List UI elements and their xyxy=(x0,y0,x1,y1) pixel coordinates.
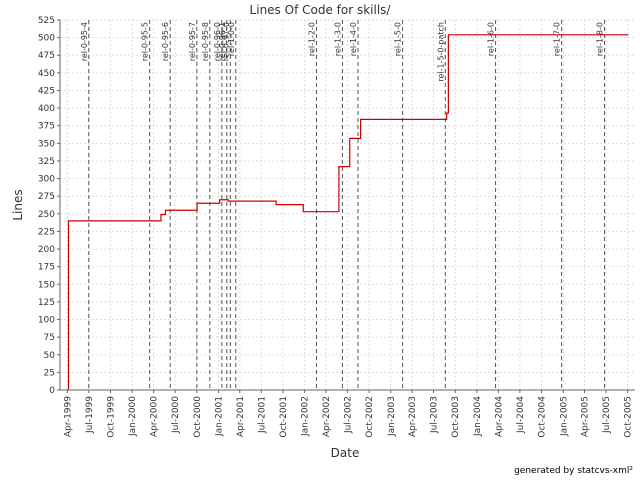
y-tick-label: 525 xyxy=(38,16,55,26)
x-tick-label: Oct-2001 xyxy=(279,396,289,438)
release-label: rel-1-3-0 xyxy=(333,22,342,56)
x-tick-label: Jan-2000 xyxy=(128,396,138,437)
x-tick-label: Apr-2001 xyxy=(236,396,246,437)
x-axis-ticks: Apr-1999 Jul-1999 Oct-1999 Jan-2000 Apr-2000… xyxy=(63,390,634,438)
chart-title: Lines Of Code for skills/ xyxy=(250,3,392,17)
x-tick-label: Apr-2004 xyxy=(494,396,504,437)
y-tick-label: 75 xyxy=(44,333,55,343)
y-tick-label: 325 xyxy=(38,157,55,167)
y-tick-label: 425 xyxy=(38,86,55,96)
release-label: rel-0-96-0 xyxy=(213,22,222,61)
release-label: rel-0-95-8 xyxy=(201,22,210,61)
x-tick-label: Jul-2003 xyxy=(430,396,440,434)
x-tick-label: Oct-2005 xyxy=(624,396,634,438)
series-layer xyxy=(67,34,629,391)
y-tick-label: 50 xyxy=(44,351,56,361)
x-tick-label: Oct-2004 xyxy=(538,396,548,438)
x-axis-title: Date xyxy=(331,446,360,460)
x-tick-label: Jan-2001 xyxy=(215,396,225,437)
x-tick-label: Jan-2004 xyxy=(473,396,483,437)
y-tick-label: 475 xyxy=(38,51,55,61)
y-tick-label: 225 xyxy=(38,227,55,237)
y-tick-label: 150 xyxy=(38,280,55,290)
release-label: rel-1-0-0 xyxy=(227,22,236,56)
x-tick-label: Oct-2000 xyxy=(193,396,203,438)
release-label: rel-1-6-0 xyxy=(487,22,496,56)
y-tick-label: 375 xyxy=(38,122,55,132)
x-tick-label: Jan-2003 xyxy=(387,396,397,437)
x-tick-label: Jan-2002 xyxy=(301,396,311,437)
release-label: rel-0-95-7 xyxy=(188,22,197,61)
y-tick-label: 400 xyxy=(38,104,55,114)
y-tick-label: 500 xyxy=(38,34,55,44)
y-axis-ticks: 0 25 50 75 100 125 150 175 200 225 250 275 300 325 350… xyxy=(38,16,60,396)
y-tick-label: 250 xyxy=(38,210,55,220)
release-markers: rel-0-95-4 rel-0-95-5 rel-0-95-6 rel-0-95-7… xyxy=(80,20,606,390)
x-tick-label: Oct-2002 xyxy=(365,396,375,438)
y-tick-label: 200 xyxy=(38,245,55,255)
release-label: rel-1-5-0-patch xyxy=(436,22,445,82)
x-tick-label: Jan-2005 xyxy=(559,396,569,437)
release-label: rel-0-95-5 xyxy=(141,22,150,61)
release-label: rel-0-95-4 xyxy=(80,22,89,61)
x-tick-label: Jul-1999 xyxy=(85,396,95,434)
x-tick-label: Apr-2000 xyxy=(150,396,160,437)
release-label: rel-1-8-0 xyxy=(596,22,605,56)
x-tick-label: Apr-2002 xyxy=(322,396,332,437)
credit-text: generated by statcvs-xml² xyxy=(514,466,633,476)
x-tick-label: Jul-2000 xyxy=(171,396,181,434)
y-tick-label: 275 xyxy=(38,192,55,202)
x-tick-label: Jul-2002 xyxy=(343,396,353,434)
y-tick-label: 350 xyxy=(38,139,55,149)
y-tick-label: 300 xyxy=(38,175,55,185)
x-tick-label: Apr-2003 xyxy=(408,396,418,437)
y-tick-label: 0 xyxy=(49,386,55,396)
x-tick-label: Jul-2005 xyxy=(602,396,612,434)
release-label: rel-0-96-1 xyxy=(218,22,227,61)
y-tick-label: 125 xyxy=(38,298,55,308)
x-tick-label: Apr-2005 xyxy=(581,396,591,437)
y-tick-label: 25 xyxy=(44,368,55,378)
x-tick-label: Jul-2001 xyxy=(257,396,267,434)
x-tick-label: Apr-1999 xyxy=(63,396,73,437)
release-label: rel-1-4-0 xyxy=(349,22,358,56)
y-tick-label: 175 xyxy=(38,263,55,273)
x-tick-label: Jul-2004 xyxy=(516,396,526,434)
release-label: rel-1-2-0 xyxy=(307,22,316,56)
y-tick-label: 450 xyxy=(38,69,55,79)
release-label: rel-0-97-0 xyxy=(221,22,230,61)
release-label: rel-1-7-0 xyxy=(553,22,562,56)
x-tick-label: Oct-1999 xyxy=(106,396,116,438)
release-label: rel-1-5-0 xyxy=(394,22,403,56)
y-axis-title: Lines xyxy=(11,189,25,220)
y-tick-label: 100 xyxy=(38,316,55,326)
release-label: rel-0-95-6 xyxy=(161,22,170,61)
series-line xyxy=(67,34,629,391)
x-tick-label: Oct-2003 xyxy=(451,396,461,438)
